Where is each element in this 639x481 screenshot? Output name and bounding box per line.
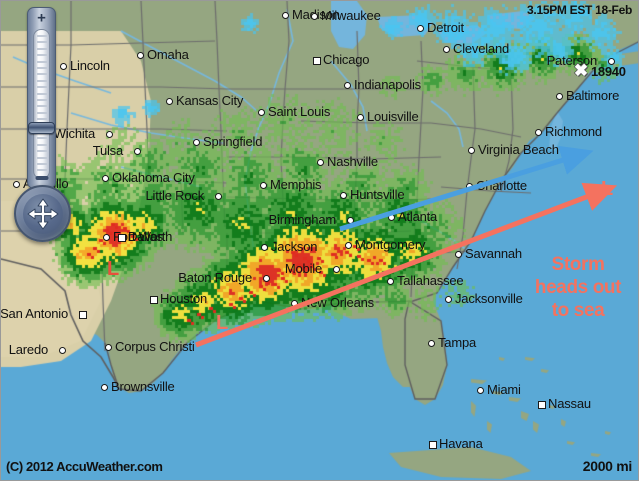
zoom-tick <box>37 111 47 114</box>
zoom-tick <box>37 99 47 101</box>
x-mark-icon: ✖ <box>573 61 589 80</box>
map-controls[interactable]: + <box>14 7 71 245</box>
zoom-tick <box>37 169 47 172</box>
plus-icon: + <box>37 9 46 27</box>
zoom-tick <box>37 163 47 165</box>
zoom-tick <box>37 156 47 159</box>
zoom-slider-groove[interactable] <box>33 29 50 179</box>
zoom-tick <box>37 143 47 146</box>
zoom-tick <box>37 137 47 140</box>
zoom-in-button[interactable]: + <box>27 7 56 29</box>
zoom-tick <box>37 35 47 37</box>
radar-timestamp: 3.15PM EST 18-Feb <box>527 3 632 17</box>
map-scale-label: 2000 mi <box>582 458 633 474</box>
zoom-slider-handle[interactable] <box>28 122 55 134</box>
move-arrows-icon <box>27 198 58 229</box>
zoom-tick <box>37 118 47 121</box>
zoom-tick <box>37 73 47 76</box>
zoom-out-button[interactable] <box>27 167 56 189</box>
location-zip-code: 18940 <box>591 64 626 79</box>
zoom-tick <box>37 54 47 57</box>
copyright-notice: (C) 2012 AccuWeather.com <box>6 459 163 474</box>
zoom-tick <box>37 79 47 82</box>
zoom-tick <box>37 150 47 153</box>
zoom-tick <box>37 105 47 108</box>
pan-control[interactable] <box>14 185 71 242</box>
zoom-tick <box>37 86 47 89</box>
zoom-tick <box>37 92 47 95</box>
zoom-tick <box>37 60 47 63</box>
zoom-tick <box>37 41 47 44</box>
minus-icon <box>35 176 48 180</box>
zoom-tick <box>37 47 47 50</box>
zoom-tick <box>37 67 47 69</box>
